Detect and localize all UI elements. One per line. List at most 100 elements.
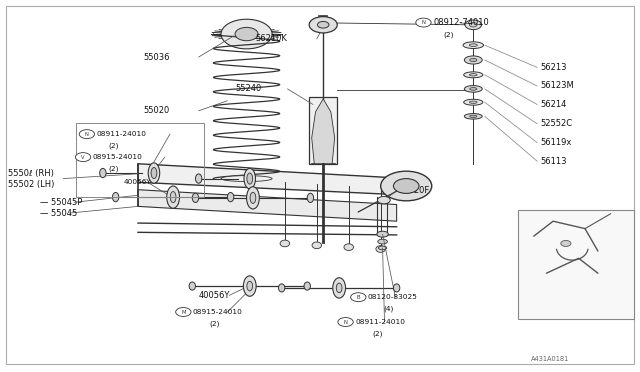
Ellipse shape [377,231,388,237]
Text: V: V [81,155,85,160]
Text: M: M [181,310,186,314]
Ellipse shape [113,192,119,202]
Ellipse shape [250,192,256,203]
Circle shape [76,153,91,161]
Circle shape [394,179,419,193]
Text: N: N [422,20,426,25]
Text: 55501G(LH): 55501G(LH) [523,301,568,308]
Text: 56213: 56213 [540,63,567,72]
Ellipse shape [463,42,483,48]
Text: (2): (2) [444,32,454,38]
Circle shape [378,196,390,204]
Ellipse shape [344,244,353,250]
Ellipse shape [278,284,285,292]
Text: A431A0181: A431A0181 [531,356,569,362]
Ellipse shape [465,86,482,92]
Ellipse shape [470,115,477,118]
Ellipse shape [280,240,290,247]
Ellipse shape [469,44,477,46]
Ellipse shape [246,187,259,209]
Circle shape [79,130,95,138]
Circle shape [465,20,481,30]
Ellipse shape [469,101,477,103]
Circle shape [309,17,337,33]
Circle shape [175,308,191,317]
Ellipse shape [394,284,400,292]
Text: 55501F(RH): 55501F(RH) [523,291,567,298]
FancyBboxPatch shape [518,210,634,320]
Text: (2): (2) [108,165,118,172]
Ellipse shape [192,193,198,202]
Text: 56119x: 56119x [540,138,572,147]
Text: 08912-74010: 08912-74010 [433,18,489,27]
Text: 08915-24010: 08915-24010 [93,154,143,160]
Circle shape [235,28,258,41]
Text: — 55045: — 55045 [40,209,77,218]
Ellipse shape [464,72,483,78]
Text: 56113: 56113 [540,157,567,166]
Text: 40056Y: 40056Y [198,291,230,300]
Text: 40056Y: 40056Y [124,179,152,185]
Text: 55320F: 55320F [398,186,429,195]
Polygon shape [312,99,335,164]
Ellipse shape [151,167,157,179]
Ellipse shape [167,186,179,208]
Ellipse shape [148,163,160,183]
Circle shape [221,19,272,49]
Ellipse shape [470,58,477,62]
Text: 08911-24010: 08911-24010 [97,131,147,137]
Ellipse shape [376,246,385,252]
Text: (2): (2) [108,143,118,149]
Text: 08911-24010: 08911-24010 [355,319,405,325]
Ellipse shape [189,282,195,290]
Text: (2): (2) [209,321,220,327]
Text: 55502 (LH): 55502 (LH) [8,180,55,189]
Ellipse shape [470,87,477,90]
Text: 56210K: 56210K [255,34,287,44]
Ellipse shape [247,281,253,291]
Circle shape [381,171,432,201]
Text: 56214: 56214 [540,100,566,109]
Circle shape [561,240,571,246]
Ellipse shape [100,169,106,178]
Ellipse shape [464,99,483,105]
Text: 52552C: 52552C [540,119,572,128]
Text: [FROM OCT.'79]: [FROM OCT.'79] [547,217,605,224]
FancyBboxPatch shape [309,97,337,164]
Text: N: N [344,320,348,324]
Circle shape [351,293,366,302]
Text: 56123M: 56123M [540,81,574,90]
Text: 08915-24010: 08915-24010 [193,309,243,315]
Ellipse shape [465,113,482,119]
Ellipse shape [465,56,482,64]
Circle shape [416,18,431,27]
Text: 08120-83025: 08120-83025 [368,294,418,300]
Ellipse shape [227,192,234,202]
Ellipse shape [307,193,314,202]
Ellipse shape [378,246,387,250]
Text: (4): (4) [384,306,394,312]
Ellipse shape [336,283,342,293]
Text: — 55045P: — 55045P [40,198,83,207]
Ellipse shape [221,176,272,182]
Ellipse shape [243,276,256,296]
Polygon shape [138,190,397,221]
Polygon shape [138,164,410,195]
Ellipse shape [378,239,387,244]
Text: N: N [85,132,89,137]
Ellipse shape [195,174,202,183]
Ellipse shape [312,242,321,248]
Text: 55240: 55240 [235,84,261,93]
Circle shape [338,318,353,327]
Circle shape [317,22,329,28]
Text: B: B [356,295,360,300]
Ellipse shape [170,192,176,203]
Text: 5550ℓ (RH): 5550ℓ (RH) [8,169,54,177]
Text: (2): (2) [372,331,383,337]
Ellipse shape [210,174,284,183]
Ellipse shape [304,282,310,290]
Ellipse shape [333,278,346,298]
Text: 55036: 55036 [143,52,170,61]
Circle shape [469,23,477,27]
Text: 55020: 55020 [143,106,170,115]
